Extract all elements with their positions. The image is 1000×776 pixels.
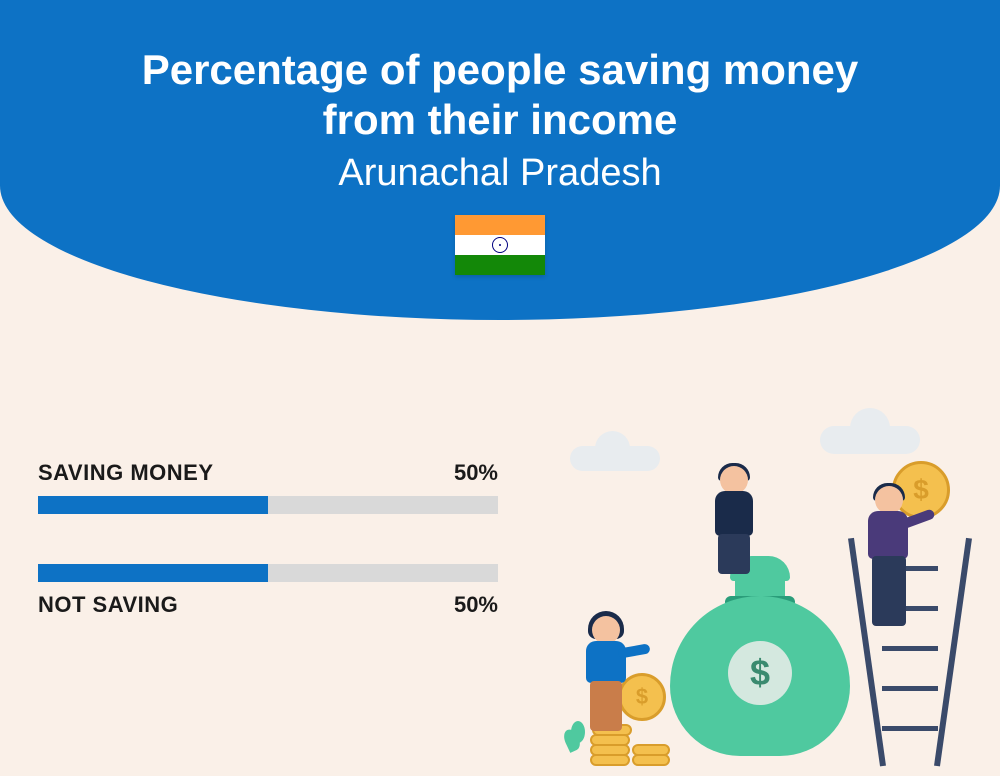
title-line2: from their income bbox=[0, 95, 1000, 145]
plant-icon bbox=[565, 721, 585, 761]
title-line1: Percentage of people saving money bbox=[0, 45, 1000, 95]
person-icon bbox=[700, 466, 770, 586]
header: Percentage of people saving money from t… bbox=[0, 0, 1000, 275]
bar-fill bbox=[38, 496, 268, 514]
bar-fill bbox=[38, 564, 268, 582]
india-flag-icon bbox=[455, 215, 545, 275]
bar-not-saving: NOT SAVING 50% bbox=[38, 564, 498, 618]
money-illustration: $ $ $ bbox=[560, 416, 980, 776]
bar-label: NOT SAVING bbox=[38, 592, 178, 618]
bar-track bbox=[38, 564, 498, 582]
cloud-icon bbox=[570, 446, 660, 471]
bar-value: 50% bbox=[454, 460, 498, 486]
bars-chart: SAVING MONEY 50% NOT SAVING 50% bbox=[38, 460, 498, 668]
bar-value: 50% bbox=[454, 592, 498, 618]
bar-label: SAVING MONEY bbox=[38, 460, 214, 486]
person-icon bbox=[860, 486, 930, 666]
bar-saving: SAVING MONEY 50% bbox=[38, 460, 498, 514]
money-bag-icon: $ bbox=[670, 556, 850, 756]
dollar-icon: $ bbox=[728, 641, 792, 705]
bar-track bbox=[38, 496, 498, 514]
subtitle: Arunachal Pradesh bbox=[0, 152, 1000, 195]
cloud-icon bbox=[820, 426, 920, 454]
